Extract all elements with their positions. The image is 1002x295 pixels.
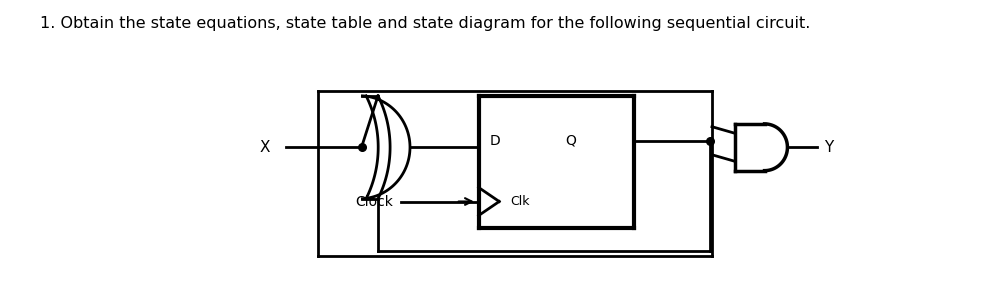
Text: D: D — [490, 134, 500, 148]
Text: Q: Q — [565, 134, 576, 148]
Text: Clock: Clock — [356, 194, 394, 209]
Text: Clk: Clk — [511, 195, 530, 208]
Text: X: X — [260, 140, 270, 155]
Text: Y: Y — [825, 140, 834, 155]
Text: 1. Obtain the state equations, state table and state diagram for the following s: 1. Obtain the state equations, state tab… — [40, 16, 811, 31]
